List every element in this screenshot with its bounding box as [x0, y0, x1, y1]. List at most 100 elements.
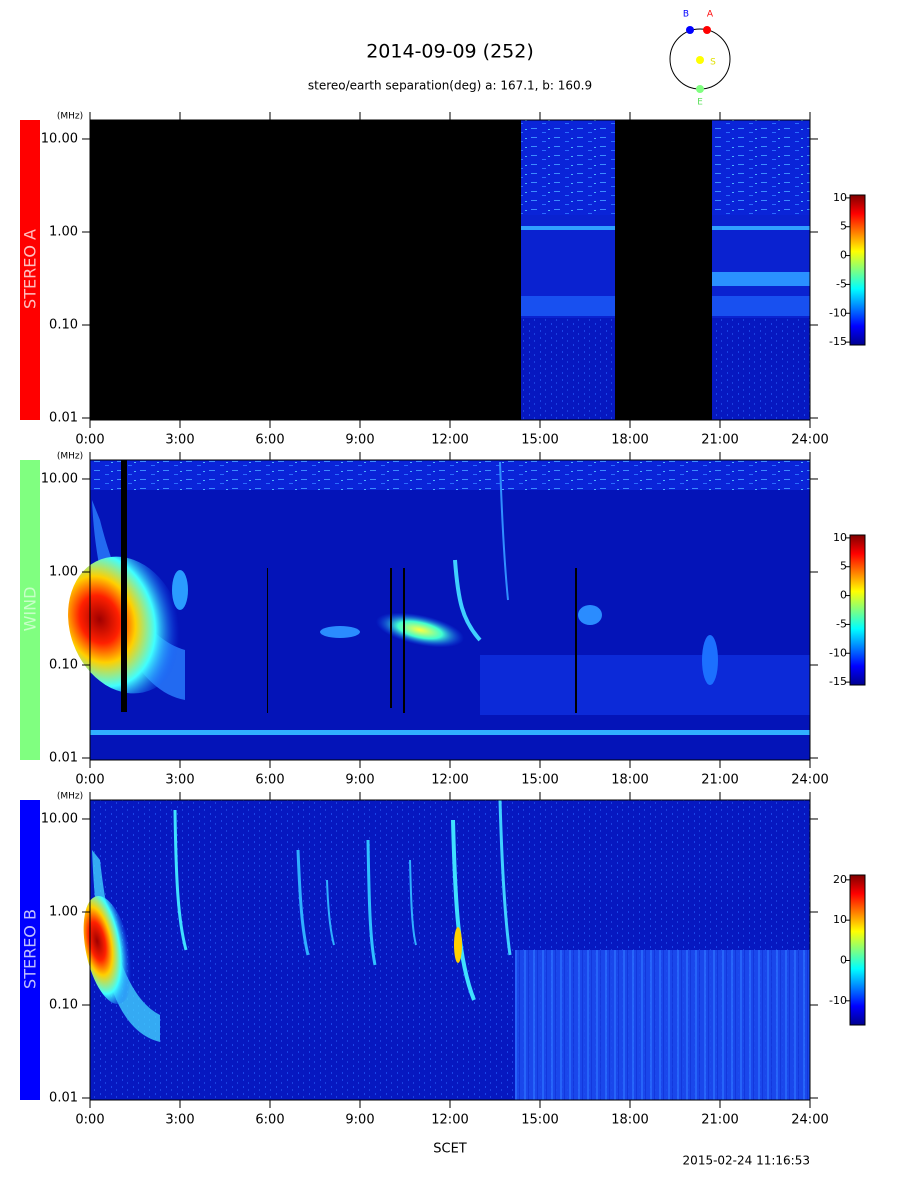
x-tick-label: 18:00: [611, 1113, 648, 1128]
y-unit: (MHz): [57, 112, 83, 122]
earth-dot: [696, 85, 704, 93]
burst: [326, 879, 335, 946]
orbit-diagram: B A S E: [669, 10, 731, 108]
x-tick-label: 0:00: [75, 773, 104, 788]
colorbar-tick-label: 0: [840, 953, 847, 966]
x-tick-label: 18:00: [611, 773, 648, 788]
x-tick-label: 0:00: [75, 433, 104, 448]
colorbar-tick-label: -5: [836, 277, 847, 290]
stereo-b-dot: [686, 26, 694, 34]
burst: [409, 859, 417, 946]
colorbar-tick-label: -15: [829, 335, 847, 348]
x-tick-label: 9:00: [345, 773, 374, 788]
spectrum-texture: [712, 318, 810, 420]
y-tick-label: 1.00: [49, 564, 78, 579]
y-tick-label: 0.10: [49, 317, 78, 332]
colorbar-tick-label: -15: [829, 675, 847, 688]
x-tick-label: 12:00: [431, 773, 468, 788]
burst: [454, 927, 462, 963]
burst: [173, 809, 188, 951]
burst: [83, 896, 133, 1004]
colorbar-tick-label: -5: [836, 617, 847, 630]
x-tick-label: 21:00: [701, 773, 738, 788]
y-tick-label: 0.10: [49, 657, 78, 672]
burst: [296, 849, 310, 956]
spectrum-texture: [515, 950, 810, 1100]
x-tick-label: 18:00: [611, 433, 648, 448]
burst: [453, 559, 482, 642]
x-tick-label: 12:00: [431, 433, 468, 448]
y-unit: (MHz): [57, 452, 83, 462]
x-tick-label: 6:00: [255, 773, 284, 788]
x-tick-label: 9:00: [345, 433, 374, 448]
colorbar-tick-label: 0: [840, 589, 847, 602]
x-tick-label: 3:00: [165, 1113, 194, 1128]
colorbar-tick-label: 5: [840, 560, 847, 573]
colorbar: [849, 874, 866, 1026]
data-gap: [575, 568, 577, 713]
colorbar: [849, 534, 866, 686]
data-gap: [390, 568, 392, 708]
spectrum-a: [90, 120, 810, 420]
data-gap: [403, 568, 405, 713]
colorbar-tick-label: 5: [840, 220, 847, 233]
x-tick-label: 15:00: [521, 433, 558, 448]
y-tick-label: 0.01: [49, 411, 78, 426]
colorbar-tick-label: -10: [829, 306, 847, 319]
data-gap: [90, 120, 810, 420]
colorbar-tick-label: 0: [840, 249, 847, 262]
x-tick-label: 15:00: [521, 773, 558, 788]
x-tick-label: 9:00: [345, 1113, 374, 1128]
data-gap: [121, 460, 127, 712]
x-tick-label: 24:00: [791, 1113, 828, 1128]
y-tick-label: 10.00: [41, 811, 78, 826]
y-tick-label: 0.01: [49, 751, 78, 766]
x-tick-label: 0:00: [75, 1113, 104, 1128]
spectrum-band: [712, 296, 810, 316]
orbit-label: A: [707, 10, 714, 20]
spectrum-texture: [521, 120, 615, 215]
orbit-label: S: [710, 58, 716, 68]
burst: [498, 799, 512, 956]
spectrum-texture: [90, 460, 810, 490]
y-tick-label: 10.00: [41, 471, 78, 486]
x-tick-label: 6:00: [255, 1113, 284, 1128]
burst: [499, 461, 509, 601]
x-tick-label: 12:00: [431, 1113, 468, 1128]
burst: [366, 839, 377, 966]
colorbar-tick-label: 10: [833, 913, 847, 926]
burst: [375, 612, 465, 648]
spectrum-band: [712, 272, 810, 286]
y-tick-label: 0.10: [49, 997, 78, 1012]
colorbar-tick-label: 10: [833, 531, 847, 544]
spectrum-wind: [68, 460, 810, 760]
spectrum-b: [83, 799, 810, 1100]
burst: [172, 570, 188, 610]
sun-dot: [696, 56, 704, 64]
orbit-label: E: [697, 98, 703, 108]
spectrum-texture: [521, 318, 615, 420]
panel-label: STEREO B: [21, 909, 40, 989]
x-tick-label: 15:00: [521, 1113, 558, 1128]
title: 2014-09-09 (252): [366, 41, 534, 63]
burst: [702, 635, 718, 685]
colorbar-tick-label: 20: [833, 873, 847, 886]
data-gap: [267, 568, 268, 713]
timestamp: 2015-02-24 11:16:53: [683, 1154, 810, 1168]
x-tick-label: 21:00: [701, 1113, 738, 1128]
y-tick-label: 1.00: [49, 224, 78, 239]
panel-label: WIND: [21, 587, 40, 632]
burst: [451, 819, 476, 1001]
panel-label-bar: [20, 800, 40, 1100]
spectrum-band: [521, 296, 615, 316]
colorbar-tick-label: -10: [829, 994, 847, 1007]
panel-label-bar: [20, 120, 40, 420]
colorbar: [849, 194, 866, 346]
panel-label-bar: [20, 460, 40, 760]
spectrum-texture: [712, 120, 810, 215]
x-tick-label: 6:00: [255, 433, 284, 448]
stereo-a-dot: [703, 26, 711, 34]
y-tick-label: 1.00: [49, 904, 78, 919]
